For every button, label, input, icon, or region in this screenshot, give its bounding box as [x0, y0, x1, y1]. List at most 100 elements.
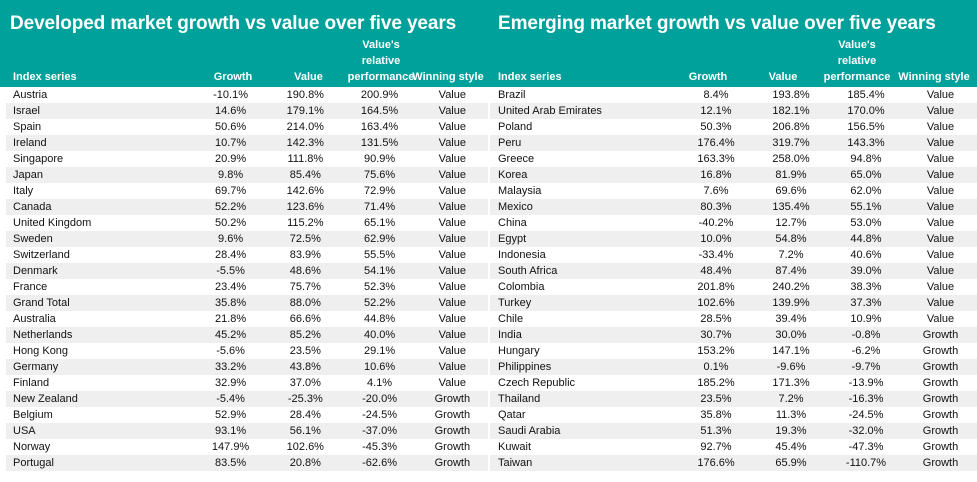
- cell-relative-performance: 37.3%: [828, 295, 904, 311]
- cell-value: 258.0%: [754, 151, 828, 167]
- cell-growth: 7.6%: [678, 183, 754, 199]
- cell-winning-style: Value: [416, 295, 488, 311]
- table-row: Finland 32.9% 37.0% 4.1% Value: [6, 375, 488, 391]
- table-row: Indonesia -33.4% 7.2% 40.6% Value: [490, 247, 977, 263]
- cell-value: 193.8%: [754, 87, 828, 103]
- cell-index-series: Canada: [6, 199, 193, 215]
- table-row: Korea 16.8% 81.9% 65.0% Value: [490, 167, 977, 183]
- cell-growth: 102.6%: [678, 295, 754, 311]
- cell-index-series: Ireland: [6, 135, 193, 151]
- cell-winning-style: Value: [416, 183, 488, 199]
- table-row: Hong Kong -5.6% 23.5% 29.1% Value: [6, 343, 488, 359]
- col-header-value: Value: [294, 71, 323, 83]
- col-header-growth: Growth: [688, 71, 728, 83]
- cell-growth: 9.6%: [192, 231, 269, 247]
- cell-value: -25.3%: [268, 391, 343, 407]
- cell-winning-style: Growth: [904, 391, 977, 407]
- cell-growth: -40.2%: [678, 215, 754, 231]
- cell-growth: 51.3%: [678, 423, 754, 439]
- table-row: Spain 50.6% 214.0% 163.4% Value: [6, 119, 488, 135]
- cell-growth: 12.1%: [678, 103, 754, 119]
- cell-value: 69.6%: [754, 183, 828, 199]
- cell-relative-performance: 53.0%: [828, 215, 904, 231]
- cell-winning-style: Value: [904, 87, 977, 103]
- cell-value: 56.1%: [268, 423, 343, 439]
- col-header-relative-line2: relative: [361, 55, 401, 67]
- cell-winning-style: Value: [416, 375, 488, 391]
- cell-growth: 185.2%: [678, 375, 754, 391]
- table-row: Italy 69.7% 142.6% 72.9% Value: [6, 183, 488, 199]
- table-row: Qatar 35.8% 11.3% -24.5% Growth: [490, 407, 977, 423]
- cell-value: 85.4%: [268, 167, 343, 183]
- cell-index-series: Australia: [6, 311, 193, 327]
- col-header-relative-line3: performance: [347, 71, 415, 83]
- cell-value: 147.1%: [754, 343, 828, 359]
- cell-winning-style: Value: [904, 199, 977, 215]
- cell-index-series: China: [490, 215, 678, 231]
- cell-relative-performance: 44.8%: [828, 231, 904, 247]
- cell-winning-style: Value: [904, 119, 977, 135]
- cell-growth: 8.4%: [678, 87, 754, 103]
- cell-index-series: USA: [6, 423, 193, 439]
- cell-index-series: Finland: [6, 375, 193, 391]
- cell-growth: 14.6%: [192, 103, 269, 119]
- table-row: Singapore 20.9% 111.8% 90.9% Value: [6, 151, 488, 167]
- cell-value: 65.9%: [754, 455, 828, 471]
- cell-relative-performance: 131.5%: [342, 135, 417, 151]
- cell-relative-performance: 75.6%: [342, 167, 417, 183]
- cell-index-series: Brazil: [490, 87, 678, 103]
- cell-value: 20.8%: [268, 455, 343, 471]
- table-row: South Africa 48.4% 87.4% 39.0% Value: [490, 263, 977, 279]
- table-row: Australia 21.8% 66.6% 44.8% Value: [6, 311, 488, 327]
- cell-index-series: Japan: [6, 167, 193, 183]
- cell-index-series: India: [490, 327, 678, 343]
- cell-relative-performance: 185.4%: [828, 87, 904, 103]
- cell-index-series: South Africa: [490, 263, 678, 279]
- cell-relative-performance: 72.9%: [342, 183, 417, 199]
- cell-index-series: Sweden: [6, 231, 193, 247]
- cell-winning-style: Value: [416, 151, 488, 167]
- cell-relative-performance: 200.9%: [342, 87, 417, 103]
- cell-value: 142.3%: [268, 135, 343, 151]
- cell-winning-style: Value: [416, 167, 488, 183]
- cell-winning-style: Growth: [904, 343, 977, 359]
- cell-value: 135.4%: [754, 199, 828, 215]
- cell-value: 39.4%: [754, 311, 828, 327]
- cell-winning-style: Value: [416, 215, 488, 231]
- table-row: Norway 147.9% 102.6% -45.3% Growth: [6, 439, 488, 455]
- cell-value: 115.2%: [268, 215, 343, 231]
- cell-winning-style: Value: [416, 103, 488, 119]
- developed-data-table: Austria -10.1% 190.8% 200.9% Value Israel 14.6…: [6, 87, 488, 471]
- cell-value: 83.9%: [268, 247, 343, 263]
- table-row: Germany 33.2% 43.8% 10.6% Value: [6, 359, 488, 375]
- cell-growth: -33.4%: [678, 247, 754, 263]
- cell-winning-style: Growth: [416, 455, 488, 471]
- cell-growth: 80.3%: [678, 199, 754, 215]
- cell-value: 182.1%: [754, 103, 828, 119]
- cell-winning-style: Value: [904, 151, 977, 167]
- cell-growth: 16.8%: [678, 167, 754, 183]
- cell-winning-style: Value: [416, 311, 488, 327]
- table-row: China -40.2% 12.7% 53.0% Value: [490, 215, 977, 231]
- cell-index-series: Peru: [490, 135, 678, 151]
- cell-value: 30.0%: [754, 327, 828, 343]
- cell-winning-style: Growth: [904, 359, 977, 375]
- cell-growth: 10.0%: [678, 231, 754, 247]
- cell-growth: 176.4%: [678, 135, 754, 151]
- cell-value: -9.6%: [754, 359, 828, 375]
- col-header-winning-style: Winning style: [898, 71, 970, 83]
- cell-growth: 23.4%: [192, 279, 269, 295]
- cell-growth: 92.7%: [678, 439, 754, 455]
- cell-relative-performance: 163.4%: [342, 119, 417, 135]
- table-row: Ireland 10.7% 142.3% 131.5% Value: [6, 135, 488, 151]
- cell-relative-performance: 10.9%: [828, 311, 904, 327]
- table-row: United Kingdom 50.2% 115.2% 65.1% Value: [6, 215, 488, 231]
- cell-relative-performance: 65.1%: [342, 215, 417, 231]
- table-row: Greece 163.3% 258.0% 94.8% Value: [490, 151, 977, 167]
- table-row: Japan 9.8% 85.4% 75.6% Value: [6, 167, 488, 183]
- cell-index-series: Hong Kong: [6, 343, 193, 359]
- cell-value: 319.7%: [754, 135, 828, 151]
- cell-growth: 52.9%: [192, 407, 269, 423]
- cell-winning-style: Growth: [904, 423, 977, 439]
